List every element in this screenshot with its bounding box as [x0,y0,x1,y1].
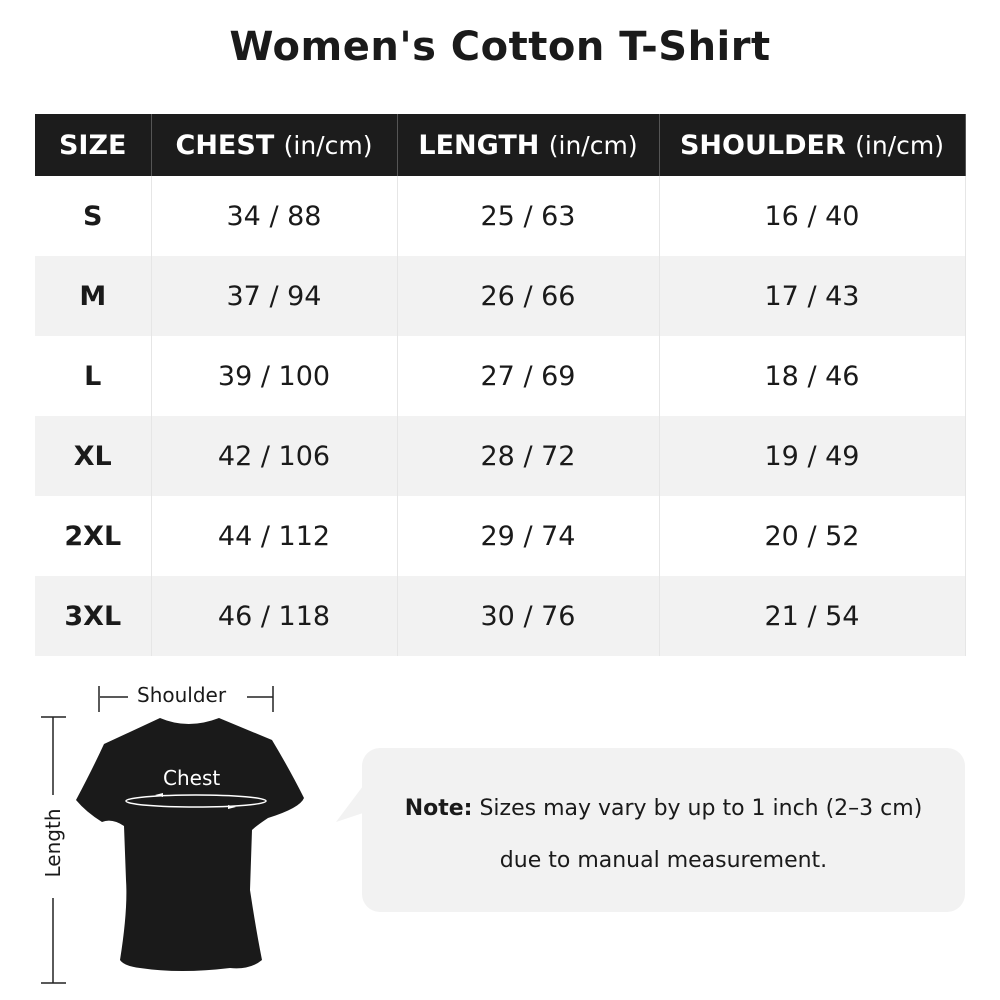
column-header-shoulder: SHOULDER (in/cm) [659,114,966,176]
length-cell: 27 / 69 [397,336,660,416]
chest-measure-loop [125,794,267,808]
length-cell: 28 / 72 [397,416,660,496]
table-row: XL 42 / 106 28 / 72 19 / 49 [35,416,966,496]
header-label: SHOULDER [679,129,846,161]
header-label: SIZE [58,129,127,161]
length-label: Length [41,808,65,878]
shoulder-cell: 19 / 49 [659,416,966,496]
column-header-chest: CHEST (in/cm) [151,114,398,176]
length-dimension-line [41,716,66,984]
tshirt-shape [76,718,304,971]
chest-label: Chest [163,766,221,790]
header-label: CHEST [175,129,275,161]
note-text-line1: Sizes may vary by up to 1 inch (2–3 cm) [479,796,923,821]
chest-cell: 34 / 88 [151,176,398,256]
length-cell: 26 / 66 [397,256,660,336]
length-cell: 29 / 74 [397,496,660,576]
shoulder-cell: 17 / 43 [659,256,966,336]
note-box: Note: Sizes may vary by up to 1 inch (2–… [362,748,965,912]
chest-cell: 39 / 100 [151,336,398,416]
size-cell: 3XL [35,576,152,656]
chest-cell: 37 / 94 [151,256,398,336]
shoulder-label: Shoulder [137,683,227,707]
size-cell: L [35,336,152,416]
column-header-length: LENGTH (in/cm) [397,114,660,176]
table-row: L 39 / 100 27 / 69 18 / 46 [35,336,966,416]
note-text-line2: due to manual measurement. [499,848,828,873]
column-header-size: SIZE [35,114,152,176]
size-chart-table: SIZE CHEST (in/cm) LENGTH (in/cm) SHOULDER … [35,114,966,656]
table-row: S 34 / 88 25 / 63 16 / 40 [35,176,966,256]
note-label: Note: [404,796,473,821]
chest-cell: 44 / 112 [151,496,398,576]
shoulder-cell: 21 / 54 [659,576,966,656]
shoulder-dimension-line [98,686,274,712]
length-cell: 30 / 76 [397,576,660,656]
header-unit: (in/cm) [855,130,944,160]
size-cell: M [35,256,152,336]
page-title: Women's Cotton T-Shirt [229,24,771,70]
size-cell: 2XL [35,496,152,576]
length-cell: 25 / 63 [397,176,660,256]
size-cell: S [35,176,152,256]
header-unit: (in/cm) [283,130,373,160]
shoulder-cell: 20 / 52 [659,496,966,576]
table-row: 2XL 44 / 112 29 / 74 20 / 52 [35,496,966,576]
table-row: M 37 / 94 26 / 66 17 / 43 [35,256,966,336]
chest-cell: 46 / 118 [151,576,398,656]
header-unit: (in/cm) [548,130,638,160]
note-bubble-tail [336,782,366,822]
size-cell: XL [35,416,152,496]
header-label: LENGTH [418,129,540,161]
chest-cell: 42 / 106 [151,416,398,496]
shoulder-cell: 16 / 40 [659,176,966,256]
tshirt-diagram [41,686,304,984]
shoulder-cell: 18 / 46 [659,336,966,416]
table-row: 3XL 46 / 118 30 / 76 21 / 54 [35,576,966,656]
